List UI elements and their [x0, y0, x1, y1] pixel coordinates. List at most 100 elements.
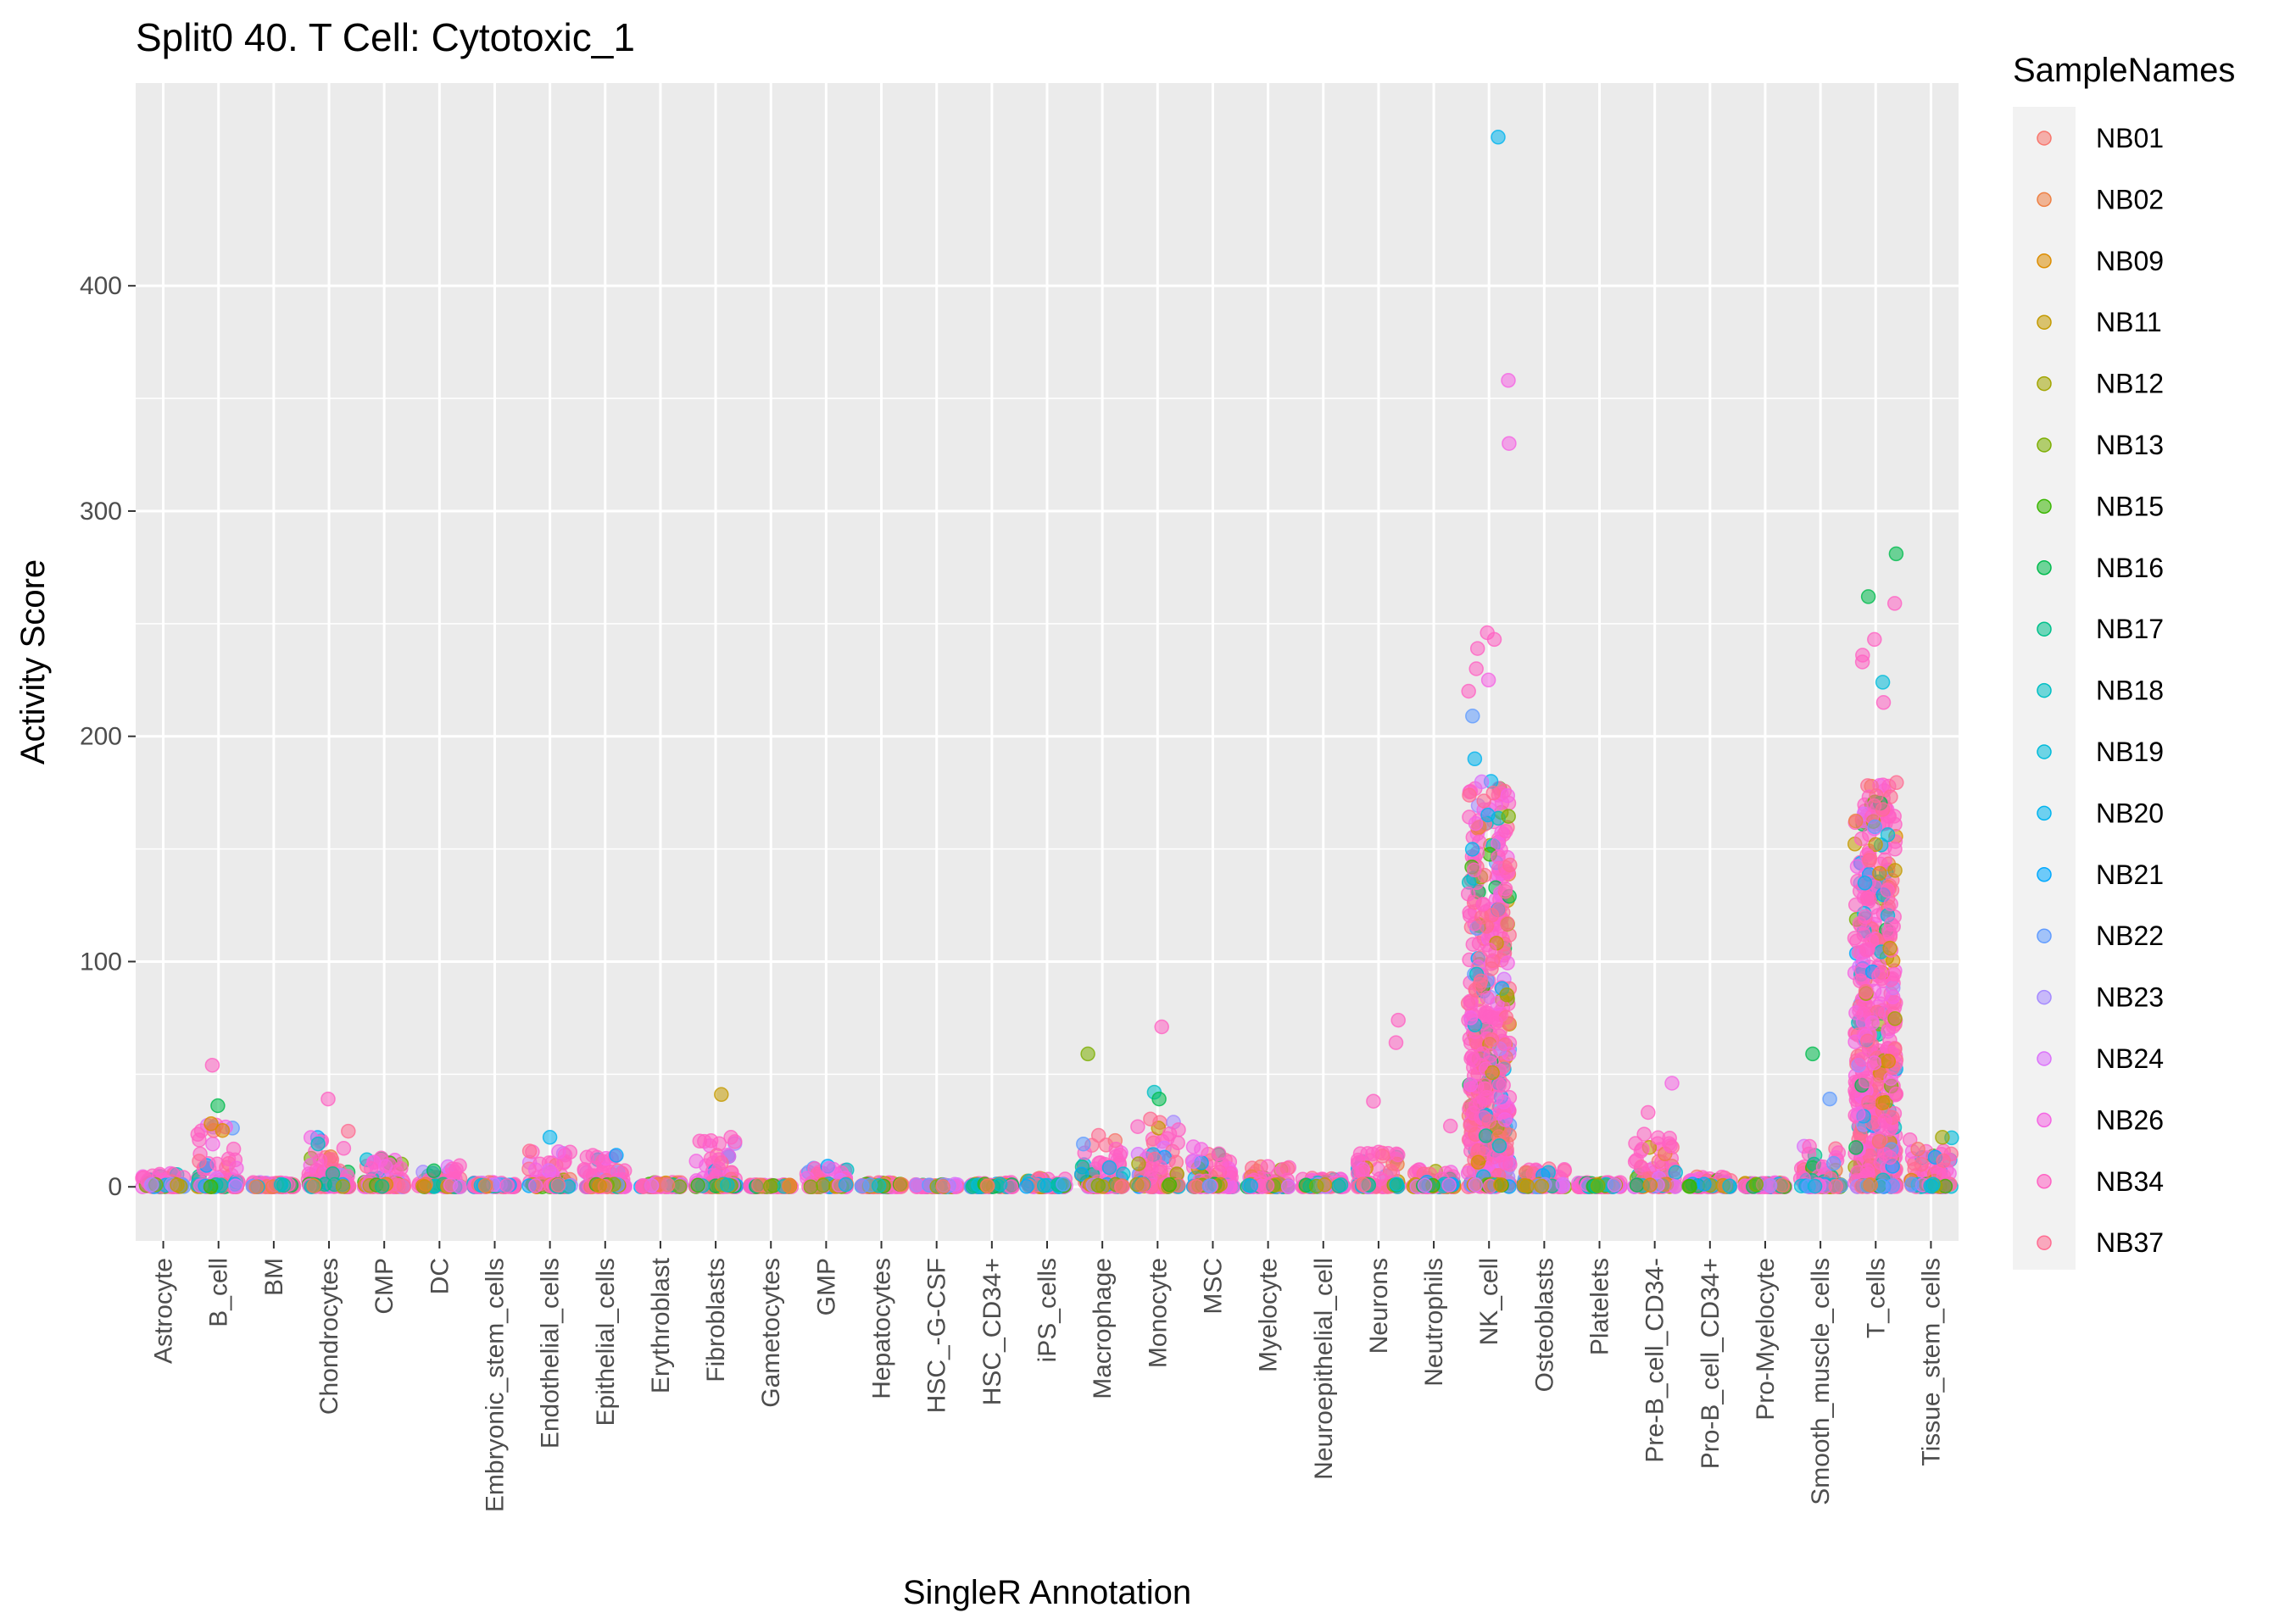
data-point	[1664, 1076, 1680, 1091]
legend-key-nb11	[2037, 314, 2052, 330]
legend-label-nb01: NB01	[2096, 123, 2164, 153]
data-point	[477, 1178, 493, 1193]
data-point	[1886, 596, 1903, 611]
legend-key-nb17	[2037, 621, 2052, 637]
data-point	[1887, 863, 1903, 878]
data-point	[1880, 882, 1895, 898]
x-tick-label: NK_cell	[1475, 1258, 1503, 1345]
data-point	[1863, 1177, 1879, 1193]
data-point	[1018, 1179, 1034, 1194]
legend-label-nb16: NB16	[2096, 553, 2164, 583]
data-point	[306, 1178, 322, 1193]
legend-key-nb12	[2037, 375, 2052, 392]
data-point	[909, 1177, 924, 1193]
data-point	[1881, 1054, 1897, 1069]
x-tick-label: Pro-Myelocyte	[1752, 1258, 1780, 1421]
data-point	[1825, 1155, 1842, 1171]
x-axis: Astrocyte B_cell BM Chondrocytes CMP DC Embryo…	[150, 1241, 1945, 1512]
data-point	[1486, 631, 1502, 648]
data-point	[1243, 1178, 1258, 1193]
x-tick-label: Neurons	[1365, 1258, 1393, 1354]
data-point	[192, 1154, 207, 1169]
data-point	[1853, 831, 1870, 847]
x-tick-label: Epithelial_cells	[592, 1258, 620, 1426]
y-axis: 0 100 200 300 400	[80, 272, 136, 1201]
data-point	[1474, 774, 1490, 790]
x-tick-label: Neutrophils	[1420, 1258, 1448, 1387]
data-point	[204, 1057, 220, 1073]
x-tick-label: B_cell	[205, 1258, 233, 1327]
legend-key-nb26	[2037, 1112, 2052, 1128]
data-point	[1867, 631, 1882, 648]
data-point	[980, 1178, 995, 1193]
data-point	[1462, 787, 1477, 803]
data-point	[1366, 1093, 1381, 1109]
data-point	[935, 1179, 950, 1194]
data-point	[1333, 1177, 1349, 1193]
x-tick-label: Hepatocytes	[868, 1258, 896, 1399]
legend-key-nb09	[2037, 253, 2052, 269]
data-point	[1355, 1164, 1370, 1180]
data-point	[551, 1144, 566, 1160]
x-tick-label: BM	[260, 1258, 288, 1296]
data-point	[1875, 675, 1891, 690]
data-point	[1468, 1177, 1484, 1193]
data-point	[1880, 827, 1896, 843]
data-point	[1151, 1091, 1167, 1107]
legend-label-nb26: NB26	[2096, 1104, 2164, 1135]
x-tick-label: Monocyte	[1144, 1258, 1172, 1368]
data-point	[1498, 823, 1513, 839]
data-point	[1860, 1033, 1875, 1049]
data-point	[1864, 1015, 1880, 1031]
data-point	[1555, 1176, 1571, 1192]
data-point	[1056, 1176, 1071, 1192]
data-point	[1858, 983, 1874, 999]
data-point	[1481, 1114, 1497, 1129]
data-point	[1500, 915, 1515, 932]
x-tick-label: Erythroblast	[647, 1257, 675, 1393]
data-point	[1467, 751, 1483, 767]
data-point	[1875, 695, 1892, 710]
data-point	[762, 1178, 778, 1194]
data-point	[205, 1136, 220, 1152]
data-point	[1885, 989, 1901, 1004]
data-point	[1887, 1011, 1903, 1026]
data-point	[1914, 1156, 1929, 1172]
data-point	[1470, 1154, 1486, 1170]
legend-label-nb37: NB37	[2096, 1227, 2164, 1258]
legend-key-nb20	[2037, 805, 2052, 821]
data-point	[822, 1160, 837, 1176]
data-point	[203, 1116, 219, 1132]
data-point	[871, 1178, 887, 1193]
data-point	[1135, 1176, 1151, 1193]
data-point	[1499, 987, 1514, 1003]
data-point	[1356, 1176, 1372, 1193]
data-point	[1481, 943, 1497, 958]
data-point	[1854, 654, 1870, 670]
data-point	[1390, 1012, 1406, 1028]
data-point	[1076, 1136, 1091, 1152]
data-point	[1113, 1179, 1129, 1194]
data-point	[1629, 1177, 1645, 1193]
data-point	[1857, 876, 1873, 891]
data-point	[592, 1178, 607, 1193]
data-point	[1491, 130, 1506, 145]
y-tick-label: 200	[80, 723, 122, 751]
data-point	[1668, 1165, 1684, 1181]
data-point	[1460, 886, 1476, 902]
data-point	[1442, 1118, 1458, 1134]
data-point	[1090, 1177, 1106, 1193]
legend-label-nb09: NB09	[2096, 246, 2164, 276]
data-point	[1500, 788, 1516, 804]
data-point	[1389, 1176, 1405, 1192]
data-point	[1461, 683, 1476, 699]
data-point	[1641, 1104, 1656, 1121]
data-point	[335, 1179, 351, 1194]
legend-label-nb15: NB15	[2096, 491, 2164, 521]
data-point	[1388, 1035, 1404, 1050]
data-point	[521, 1143, 538, 1159]
data-point	[1162, 1126, 1178, 1142]
data-point	[1469, 641, 1485, 656]
data-point	[1463, 1077, 1479, 1093]
